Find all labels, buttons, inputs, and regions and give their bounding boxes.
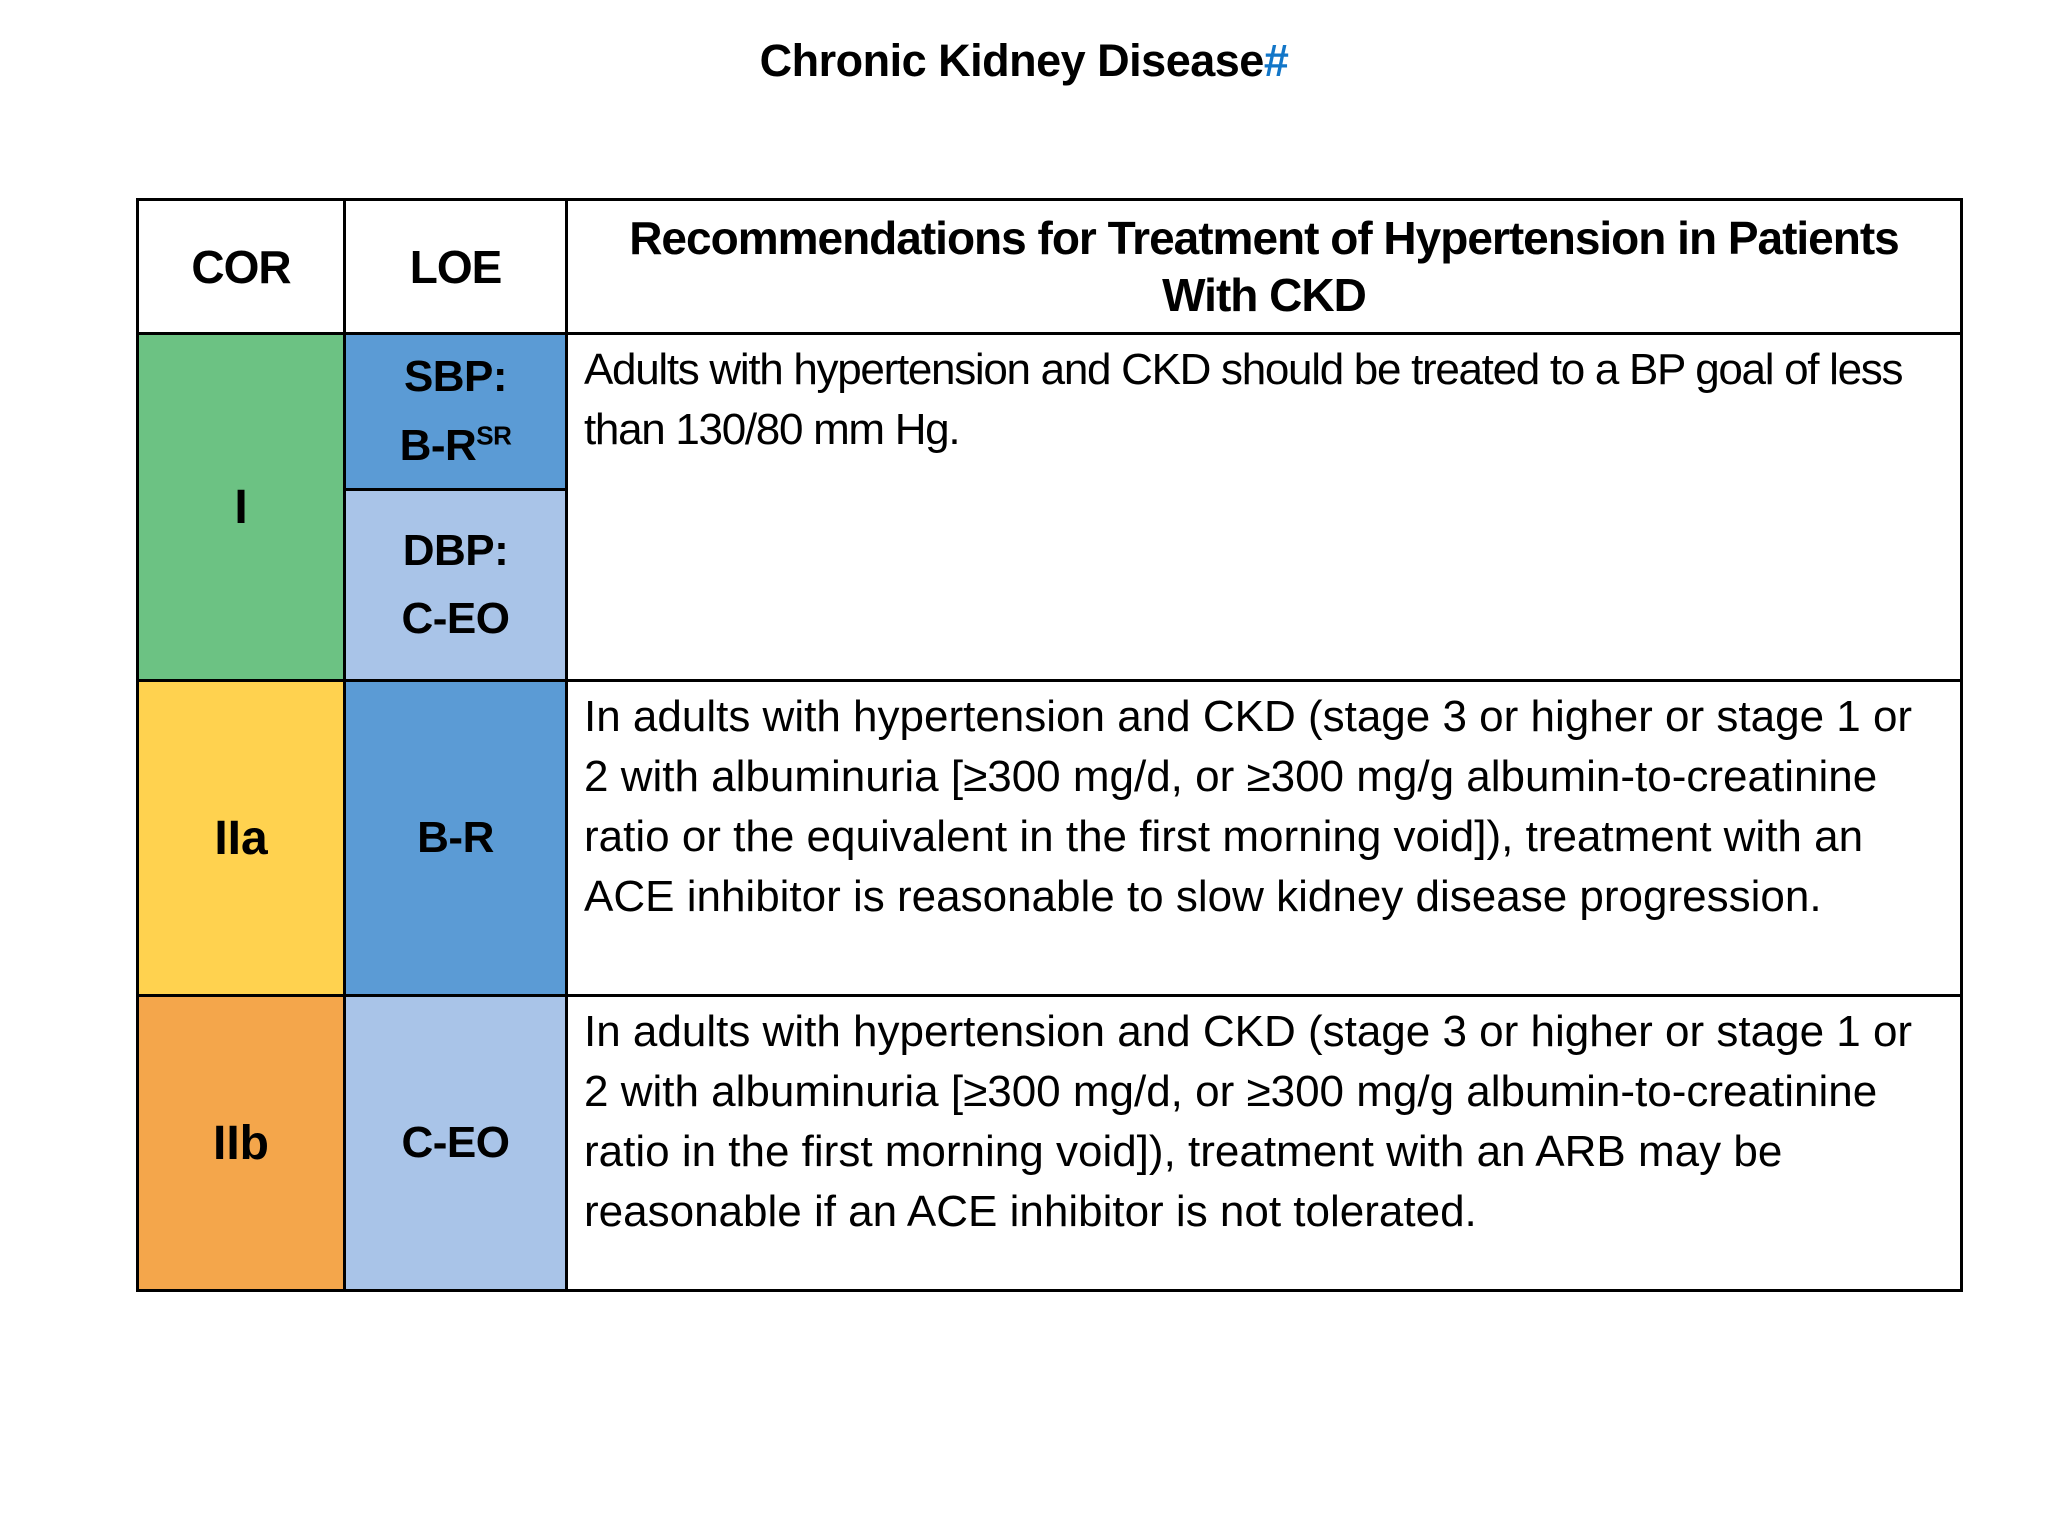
recommendation-cell-arb: In adults with hypertension and CKD (sta… (584, 1007, 1913, 1236)
column-header-cor: COR (139, 201, 346, 335)
cor-cell-class-IIb: IIb (139, 997, 346, 1289)
title-hash-marker: # (1263, 35, 1289, 86)
cor-cell-class-I: I (139, 335, 346, 682)
loe-cell-dbp: DBP: C-EO (346, 491, 568, 682)
cor-cell-class-IIa: IIa (139, 682, 346, 997)
loe-sbp-prefix: SBP: (403, 352, 508, 402)
loe-dbp-value: C-EO (401, 594, 511, 643)
recommendations-table: COR LOE Recommendations for Treatment of… (136, 198, 1963, 1292)
page-title: Chronic Kidney Disease# (0, 34, 2048, 88)
loe-cell-IIb: C-EO (346, 997, 568, 1289)
recommendation-cell-bp-goal: Adults with hypertension and CKD should … (568, 335, 1960, 682)
column-header-recommendations: Recommendations for Treatment of Hyperte… (568, 201, 1960, 335)
loe-sbp-superscript: SR (476, 419, 512, 450)
loe-dbp-prefix: DBP: (402, 525, 509, 575)
column-header-loe: LOE (346, 201, 568, 335)
recommendation-cell-ace-inhibitor: In adults with hypertension and CKD (sta… (568, 682, 1960, 997)
loe-cell-IIa: B-R (346, 682, 568, 997)
page-title-text: Chronic Kidney Disease (759, 35, 1265, 86)
loe-sbp-value: B-RSR (399, 419, 512, 470)
loe-cell-sbp: SBP: B-RSR (346, 335, 568, 491)
